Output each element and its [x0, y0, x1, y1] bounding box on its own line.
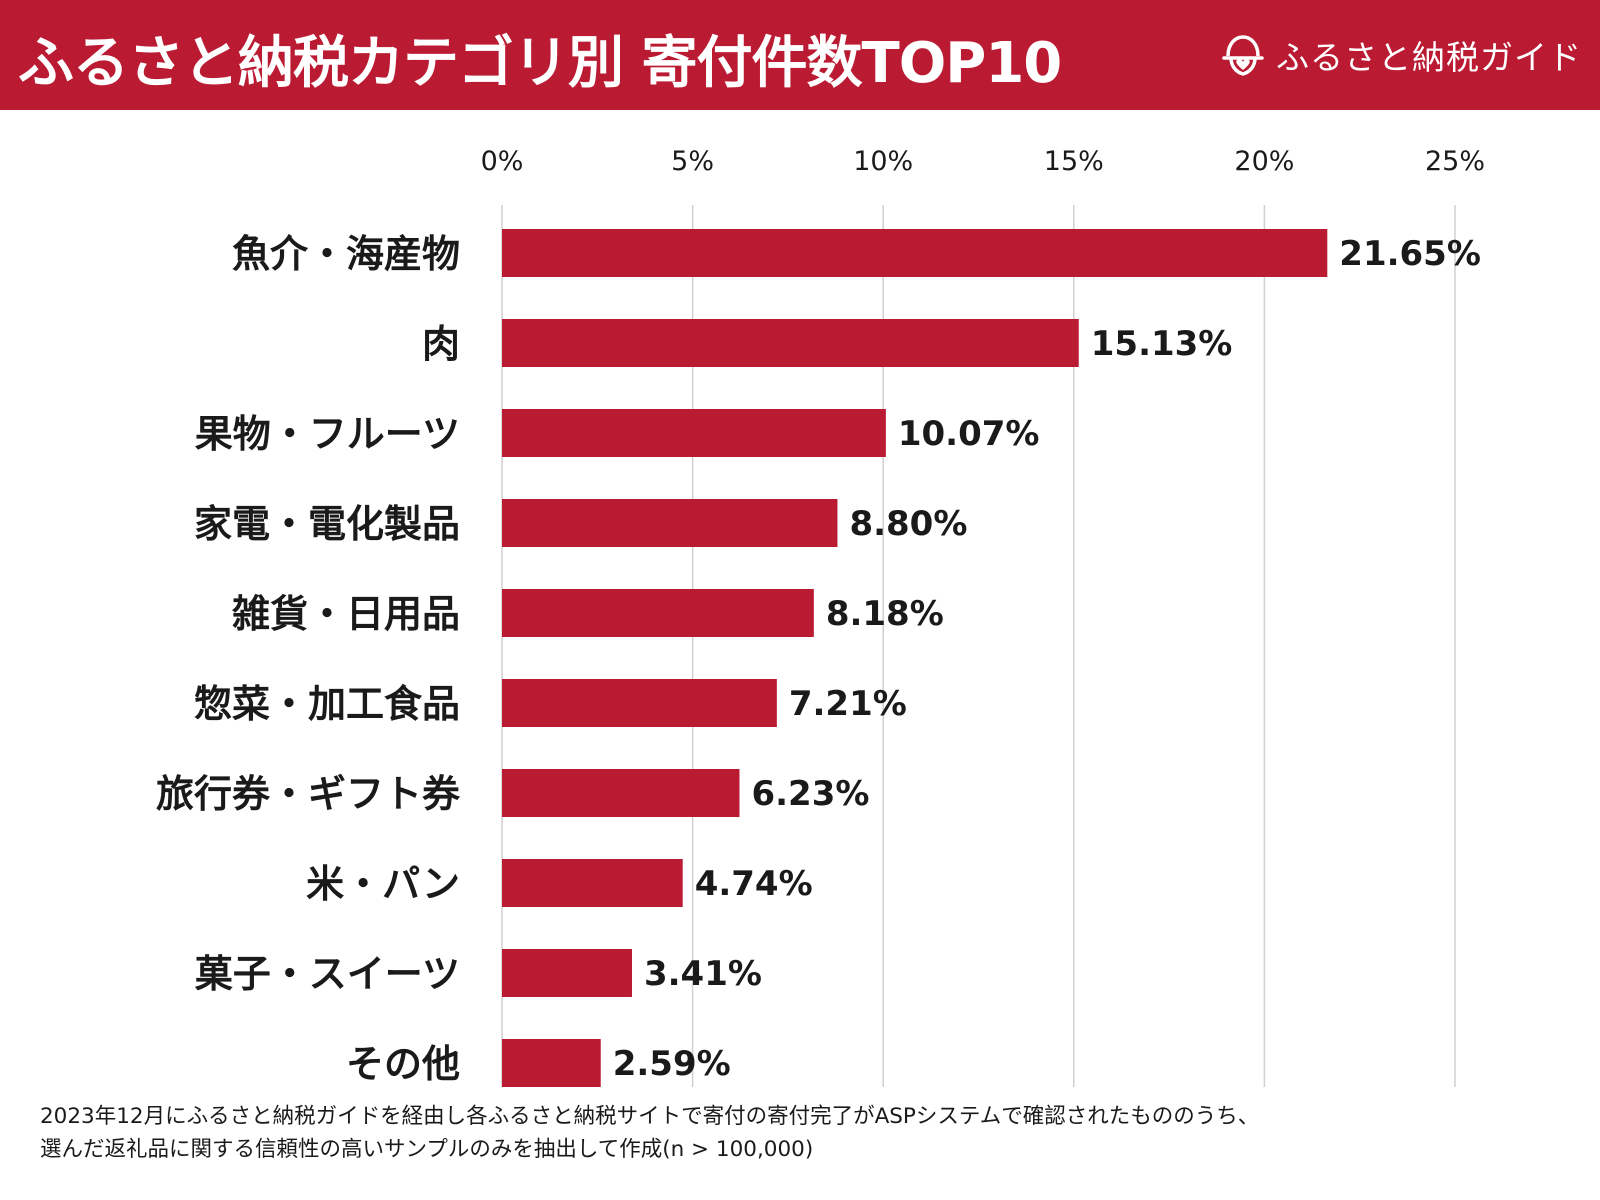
bar-5: [502, 679, 777, 727]
footnote: 2023年12月にふるさと納税ガイドを経由し各ふるさと納税サイトで寄付の寄付完了…: [40, 1100, 1580, 1166]
category-label-9: その他: [346, 1042, 460, 1086]
value-label-0: 21.65%: [1339, 234, 1481, 274]
value-label-1: 15.13%: [1091, 324, 1233, 364]
category-label-1: 肉: [422, 322, 460, 366]
value-label-8: 3.41%: [644, 954, 762, 994]
footnote-line-2: 選んだ返礼品に関する信頼性の高いサンプルのみを抽出して作成(n > 100,00…: [40, 1137, 814, 1162]
category-label-4: 雑貨・日用品: [231, 592, 460, 636]
value-label-4: 8.18%: [826, 594, 944, 634]
value-label-3: 8.80%: [849, 504, 967, 544]
x-tick-label-5: 25%: [1425, 146, 1485, 177]
value-label-9: 2.59%: [613, 1044, 731, 1084]
bar-9: [502, 1039, 601, 1087]
bar-3: [502, 499, 838, 547]
bar-2: [502, 409, 886, 457]
bar-8: [502, 949, 632, 997]
value-label-6: 6.23%: [751, 774, 869, 814]
x-tick-label-4: 20%: [1234, 146, 1294, 177]
category-label-8: 菓子・スイーツ: [194, 952, 460, 996]
header-banner: ふるさと納税カテゴリ別 寄付件数TOP10 ふるさと納税ガイド: [0, 0, 1600, 110]
bar-0: [502, 229, 1328, 277]
brand-logo: ふるさと納税ガイド: [1220, 30, 1582, 80]
x-tick-label-3: 15%: [1044, 146, 1104, 177]
x-tick-label-2: 10%: [853, 146, 913, 177]
bar-chart: 0% 5% 10% 15% 20% 25% 魚介・海産物 21.65% 肉 15.13% 果物・フル…: [156, 146, 1485, 1087]
footnote-line-1: 2023年12月にふるさと納税ガイドを経由し各ふるさと納税サイトで寄付の寄付完了…: [40, 1104, 1260, 1129]
bar-7: [502, 859, 683, 907]
bar-1: [502, 319, 1079, 367]
category-label-6: 旅行券・ギフト券: [156, 772, 461, 816]
category-label-5: 惣菜・加工食品: [194, 682, 460, 726]
bar-6: [502, 769, 740, 817]
category-label-7: 米・パン: [306, 862, 460, 906]
brand-name: ふるさと納税ガイド: [1276, 38, 1582, 77]
bar-4: [502, 589, 814, 637]
category-label-0: 魚介・海産物: [232, 232, 460, 276]
category-label-3: 家電・電化製品: [194, 502, 460, 546]
x-tick-label-0: 0%: [481, 146, 524, 177]
x-tick-label-1: 5%: [671, 146, 714, 177]
value-label-5: 7.21%: [789, 684, 907, 724]
category-label-2: 果物・フルーツ: [195, 412, 460, 456]
value-label-2: 10.07%: [898, 414, 1040, 454]
value-label-7: 4.74%: [695, 864, 813, 904]
chart-title: ふるさと納税カテゴリ別 寄付件数TOP10: [18, 31, 1062, 96]
furusato-guide-logo-icon: [1222, 35, 1264, 76]
